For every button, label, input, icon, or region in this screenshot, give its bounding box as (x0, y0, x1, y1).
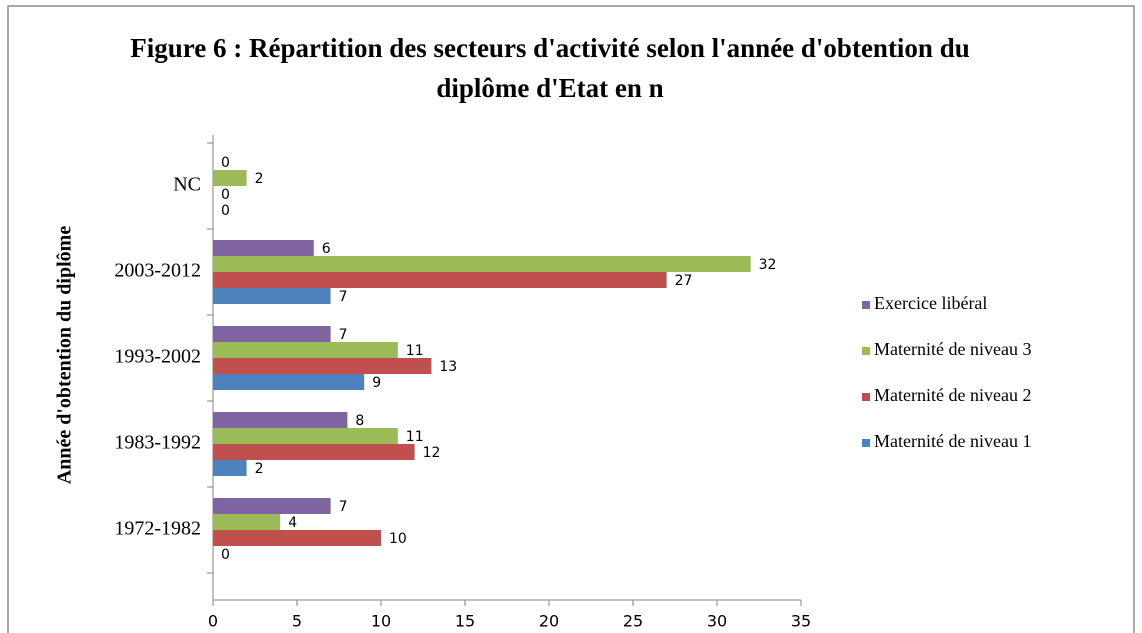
bar (213, 412, 348, 428)
x-tick-label: 15 (455, 612, 475, 631)
data-label: 11 (406, 343, 424, 359)
legend-swatch (862, 439, 870, 447)
data-label: 7 (339, 289, 348, 305)
bar (213, 530, 381, 546)
y-tick-label: 2003-2012 (114, 260, 201, 282)
bar (213, 240, 314, 256)
x-tick-label: 30 (707, 612, 727, 631)
legend-label: Maternité de niveau 1 (874, 431, 1031, 451)
legend-swatch (862, 301, 870, 309)
bar (213, 256, 751, 272)
data-label: 12 (423, 445, 441, 461)
data-label: 10 (389, 531, 407, 547)
bar (213, 514, 281, 530)
bar (213, 498, 331, 514)
data-label: 13 (439, 359, 457, 375)
legend-swatch (862, 393, 870, 401)
legend-label: Maternité de niveau 3 (874, 339, 1031, 359)
data-label: 2 (255, 461, 264, 477)
data-label: 9 (372, 375, 381, 391)
data-label: 4 (288, 515, 297, 531)
data-label: 7 (339, 499, 348, 515)
data-label: 11 (406, 429, 424, 445)
data-label: 6 (322, 241, 331, 257)
y-axis-label: Année d'obtention du diplôme (54, 226, 76, 485)
legend-label: Maternité de niveau 2 (874, 385, 1031, 405)
bar (213, 326, 331, 342)
data-label: 8 (355, 413, 364, 429)
data-label: 0 (221, 155, 230, 171)
legend-label: Exercice libéral (874, 293, 987, 313)
chart-frame (7, 5, 1135, 633)
y-tick-label: NC (173, 174, 201, 196)
data-label: 7 (339, 327, 348, 343)
x-tick-label: 25 (623, 612, 643, 631)
x-tick-label: 0 (208, 612, 218, 631)
data-label: 27 (675, 273, 693, 289)
x-tick-label: 5 (292, 612, 302, 631)
bar (213, 288, 331, 304)
bar (213, 374, 365, 390)
chart-title: Figure 6 : Répartition des secteurs d'ac… (130, 33, 970, 103)
x-tick-label: 35 (791, 612, 811, 631)
bar (213, 170, 247, 186)
x-tick-label: 20 (539, 612, 559, 631)
data-label: 0 (221, 187, 230, 203)
data-label: 2 (255, 171, 264, 187)
y-tick-label: 1983-1992 (114, 432, 201, 454)
bar (213, 460, 247, 476)
y-tick-label: 1972-1982 (114, 518, 201, 540)
bar (213, 272, 667, 288)
legend-swatch (862, 347, 870, 355)
y-tick-label: 1993-2002 (114, 346, 201, 368)
bar (213, 342, 398, 358)
bar (213, 444, 415, 460)
bar (213, 358, 432, 374)
data-label: 0 (221, 203, 230, 219)
bar (213, 428, 398, 444)
data-label: 32 (759, 257, 777, 273)
x-tick-label: 10 (371, 612, 391, 631)
data-label: 0 (221, 547, 230, 563)
